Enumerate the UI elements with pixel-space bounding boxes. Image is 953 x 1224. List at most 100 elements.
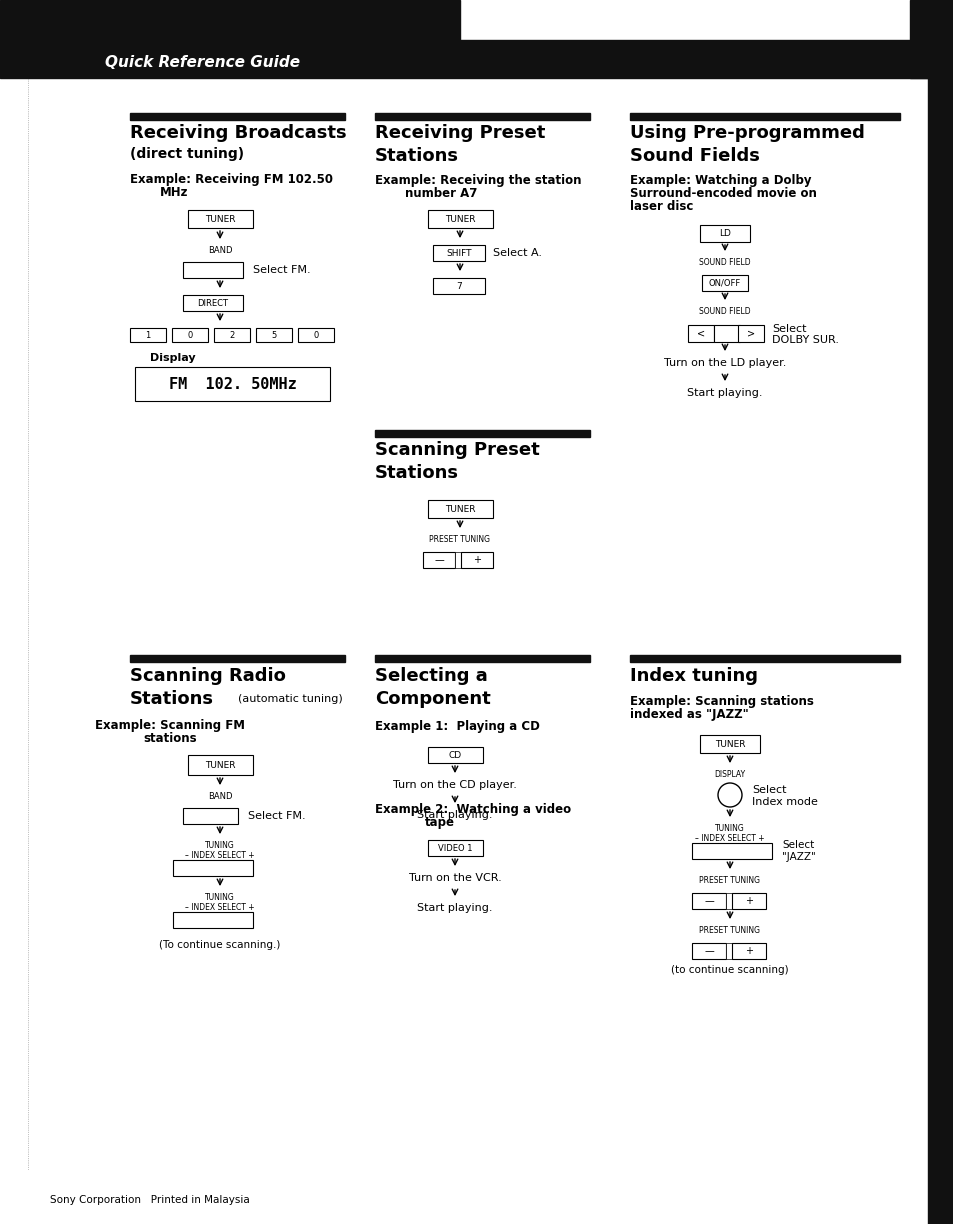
Text: Example: Receiving the station: Example: Receiving the station bbox=[375, 174, 581, 187]
Text: Using Pre-programmed: Using Pre-programmed bbox=[629, 124, 864, 142]
Text: Scanning Preset: Scanning Preset bbox=[375, 441, 539, 459]
Text: Turn on the LD player.: Turn on the LD player. bbox=[663, 357, 785, 368]
Bar bbox=[297, 328, 334, 341]
Text: PRESET TUNING: PRESET TUNING bbox=[699, 876, 760, 885]
Bar bbox=[0, 0, 459, 58]
Text: PRESET TUNING: PRESET TUNING bbox=[699, 927, 760, 935]
Bar bbox=[183, 262, 243, 278]
Text: TUNING
– INDEX SELECT +: TUNING – INDEX SELECT + bbox=[695, 824, 764, 843]
Text: TUNING
– INDEX SELECT +: TUNING – INDEX SELECT + bbox=[185, 841, 254, 860]
Bar bbox=[188, 755, 253, 775]
Bar bbox=[691, 843, 771, 859]
Text: DOLBY SUR.: DOLBY SUR. bbox=[771, 335, 838, 345]
Text: TUNER: TUNER bbox=[205, 760, 235, 770]
Text: indexed as "JAZZ": indexed as "JAZZ" bbox=[629, 707, 748, 721]
Text: —: — bbox=[703, 896, 713, 906]
Text: Receiving Broadcasts: Receiving Broadcasts bbox=[130, 124, 346, 142]
Bar bbox=[135, 367, 330, 401]
Text: TUNER: TUNER bbox=[445, 504, 476, 514]
Text: Select
"JAZZ": Select "JAZZ" bbox=[781, 840, 815, 862]
Text: PRESET TUNING: PRESET TUNING bbox=[429, 535, 490, 543]
Bar bbox=[172, 328, 208, 341]
Bar bbox=[172, 860, 253, 876]
Text: (to continue scanning): (to continue scanning) bbox=[671, 965, 788, 976]
Bar bbox=[701, 275, 747, 291]
Bar bbox=[629, 655, 899, 662]
Text: LD: LD bbox=[719, 229, 730, 237]
Bar bbox=[691, 942, 725, 958]
Bar bbox=[725, 942, 731, 958]
Bar bbox=[183, 295, 243, 311]
Bar bbox=[188, 211, 253, 228]
Bar bbox=[700, 734, 760, 753]
Bar bbox=[172, 912, 253, 928]
Text: FM  102. 50MHz: FM 102. 50MHz bbox=[169, 377, 296, 392]
Bar bbox=[731, 942, 765, 958]
Text: Example 2:  Watching a video: Example 2: Watching a video bbox=[375, 803, 571, 816]
Text: laser disc: laser disc bbox=[629, 200, 693, 213]
Text: Select A.: Select A. bbox=[493, 248, 541, 258]
Text: Sound Fields: Sound Fields bbox=[629, 147, 760, 165]
Text: 2: 2 bbox=[229, 330, 234, 339]
Bar bbox=[183, 808, 237, 824]
Text: Select: Select bbox=[751, 785, 785, 796]
Text: TUNING
– INDEX SELECT +: TUNING – INDEX SELECT + bbox=[185, 894, 254, 912]
Bar bbox=[428, 747, 482, 763]
Text: Example: Scanning stations: Example: Scanning stations bbox=[629, 695, 813, 707]
Bar bbox=[909, 0, 953, 78]
Text: Display: Display bbox=[150, 353, 195, 364]
Text: BAND: BAND bbox=[208, 792, 232, 800]
Text: —: — bbox=[434, 554, 443, 565]
Bar bbox=[725, 894, 731, 909]
Bar bbox=[255, 328, 292, 341]
Text: Example: Scanning FM: Example: Scanning FM bbox=[95, 718, 245, 732]
Text: Stations: Stations bbox=[130, 690, 213, 707]
Text: Stations: Stations bbox=[375, 147, 458, 165]
Text: CD: CD bbox=[449, 750, 461, 760]
Text: Index mode: Index mode bbox=[751, 797, 817, 807]
Text: TUNER: TUNER bbox=[714, 739, 744, 749]
Bar bbox=[130, 113, 345, 120]
Text: Selecting a: Selecting a bbox=[375, 667, 487, 685]
Text: TUNER: TUNER bbox=[445, 214, 476, 224]
Bar bbox=[428, 211, 493, 228]
Text: Start playing.: Start playing. bbox=[416, 903, 493, 913]
Bar bbox=[428, 840, 482, 856]
Text: Start playing.: Start playing. bbox=[686, 388, 762, 398]
Text: Surround-encoded movie on: Surround-encoded movie on bbox=[629, 187, 816, 200]
Text: 1: 1 bbox=[145, 330, 151, 339]
Bar bbox=[700, 225, 749, 242]
Text: MHz: MHz bbox=[160, 186, 189, 200]
Text: Turn on the CD player.: Turn on the CD player. bbox=[393, 780, 517, 789]
Text: —: — bbox=[703, 946, 713, 956]
Text: DIRECT: DIRECT bbox=[197, 299, 229, 307]
Bar bbox=[375, 430, 589, 437]
Text: (direct tuning): (direct tuning) bbox=[130, 147, 244, 162]
Text: Sony Corporation   Printed in Malaysia: Sony Corporation Printed in Malaysia bbox=[50, 1195, 250, 1204]
Bar bbox=[130, 328, 166, 341]
Text: Example: Watching a Dolby: Example: Watching a Dolby bbox=[629, 174, 811, 187]
Text: Component: Component bbox=[375, 690, 490, 707]
Text: DISPLAY: DISPLAY bbox=[714, 770, 745, 778]
Bar bbox=[422, 552, 455, 568]
Text: 0: 0 bbox=[187, 330, 193, 339]
Text: 7: 7 bbox=[456, 282, 461, 290]
Text: Receiving Preset: Receiving Preset bbox=[375, 124, 545, 142]
Text: Example: Receiving FM 102.50: Example: Receiving FM 102.50 bbox=[130, 173, 333, 186]
Bar bbox=[738, 326, 763, 341]
Text: stations: stations bbox=[143, 732, 196, 745]
Text: Scanning Radio: Scanning Radio bbox=[130, 667, 286, 685]
Text: <: < bbox=[697, 328, 704, 339]
Text: +: + bbox=[473, 554, 480, 565]
Text: VIDEO 1: VIDEO 1 bbox=[437, 843, 473, 852]
Text: (automatic tuning): (automatic tuning) bbox=[237, 694, 342, 704]
Text: SOUND FIELD: SOUND FIELD bbox=[699, 258, 750, 267]
Bar bbox=[375, 655, 589, 662]
Text: Select: Select bbox=[771, 324, 805, 334]
Bar bbox=[375, 113, 589, 120]
Bar bbox=[731, 894, 765, 909]
Text: +: + bbox=[744, 896, 752, 906]
Bar bbox=[713, 326, 740, 341]
Text: >: > bbox=[746, 328, 754, 339]
Text: number A7: number A7 bbox=[405, 187, 476, 200]
